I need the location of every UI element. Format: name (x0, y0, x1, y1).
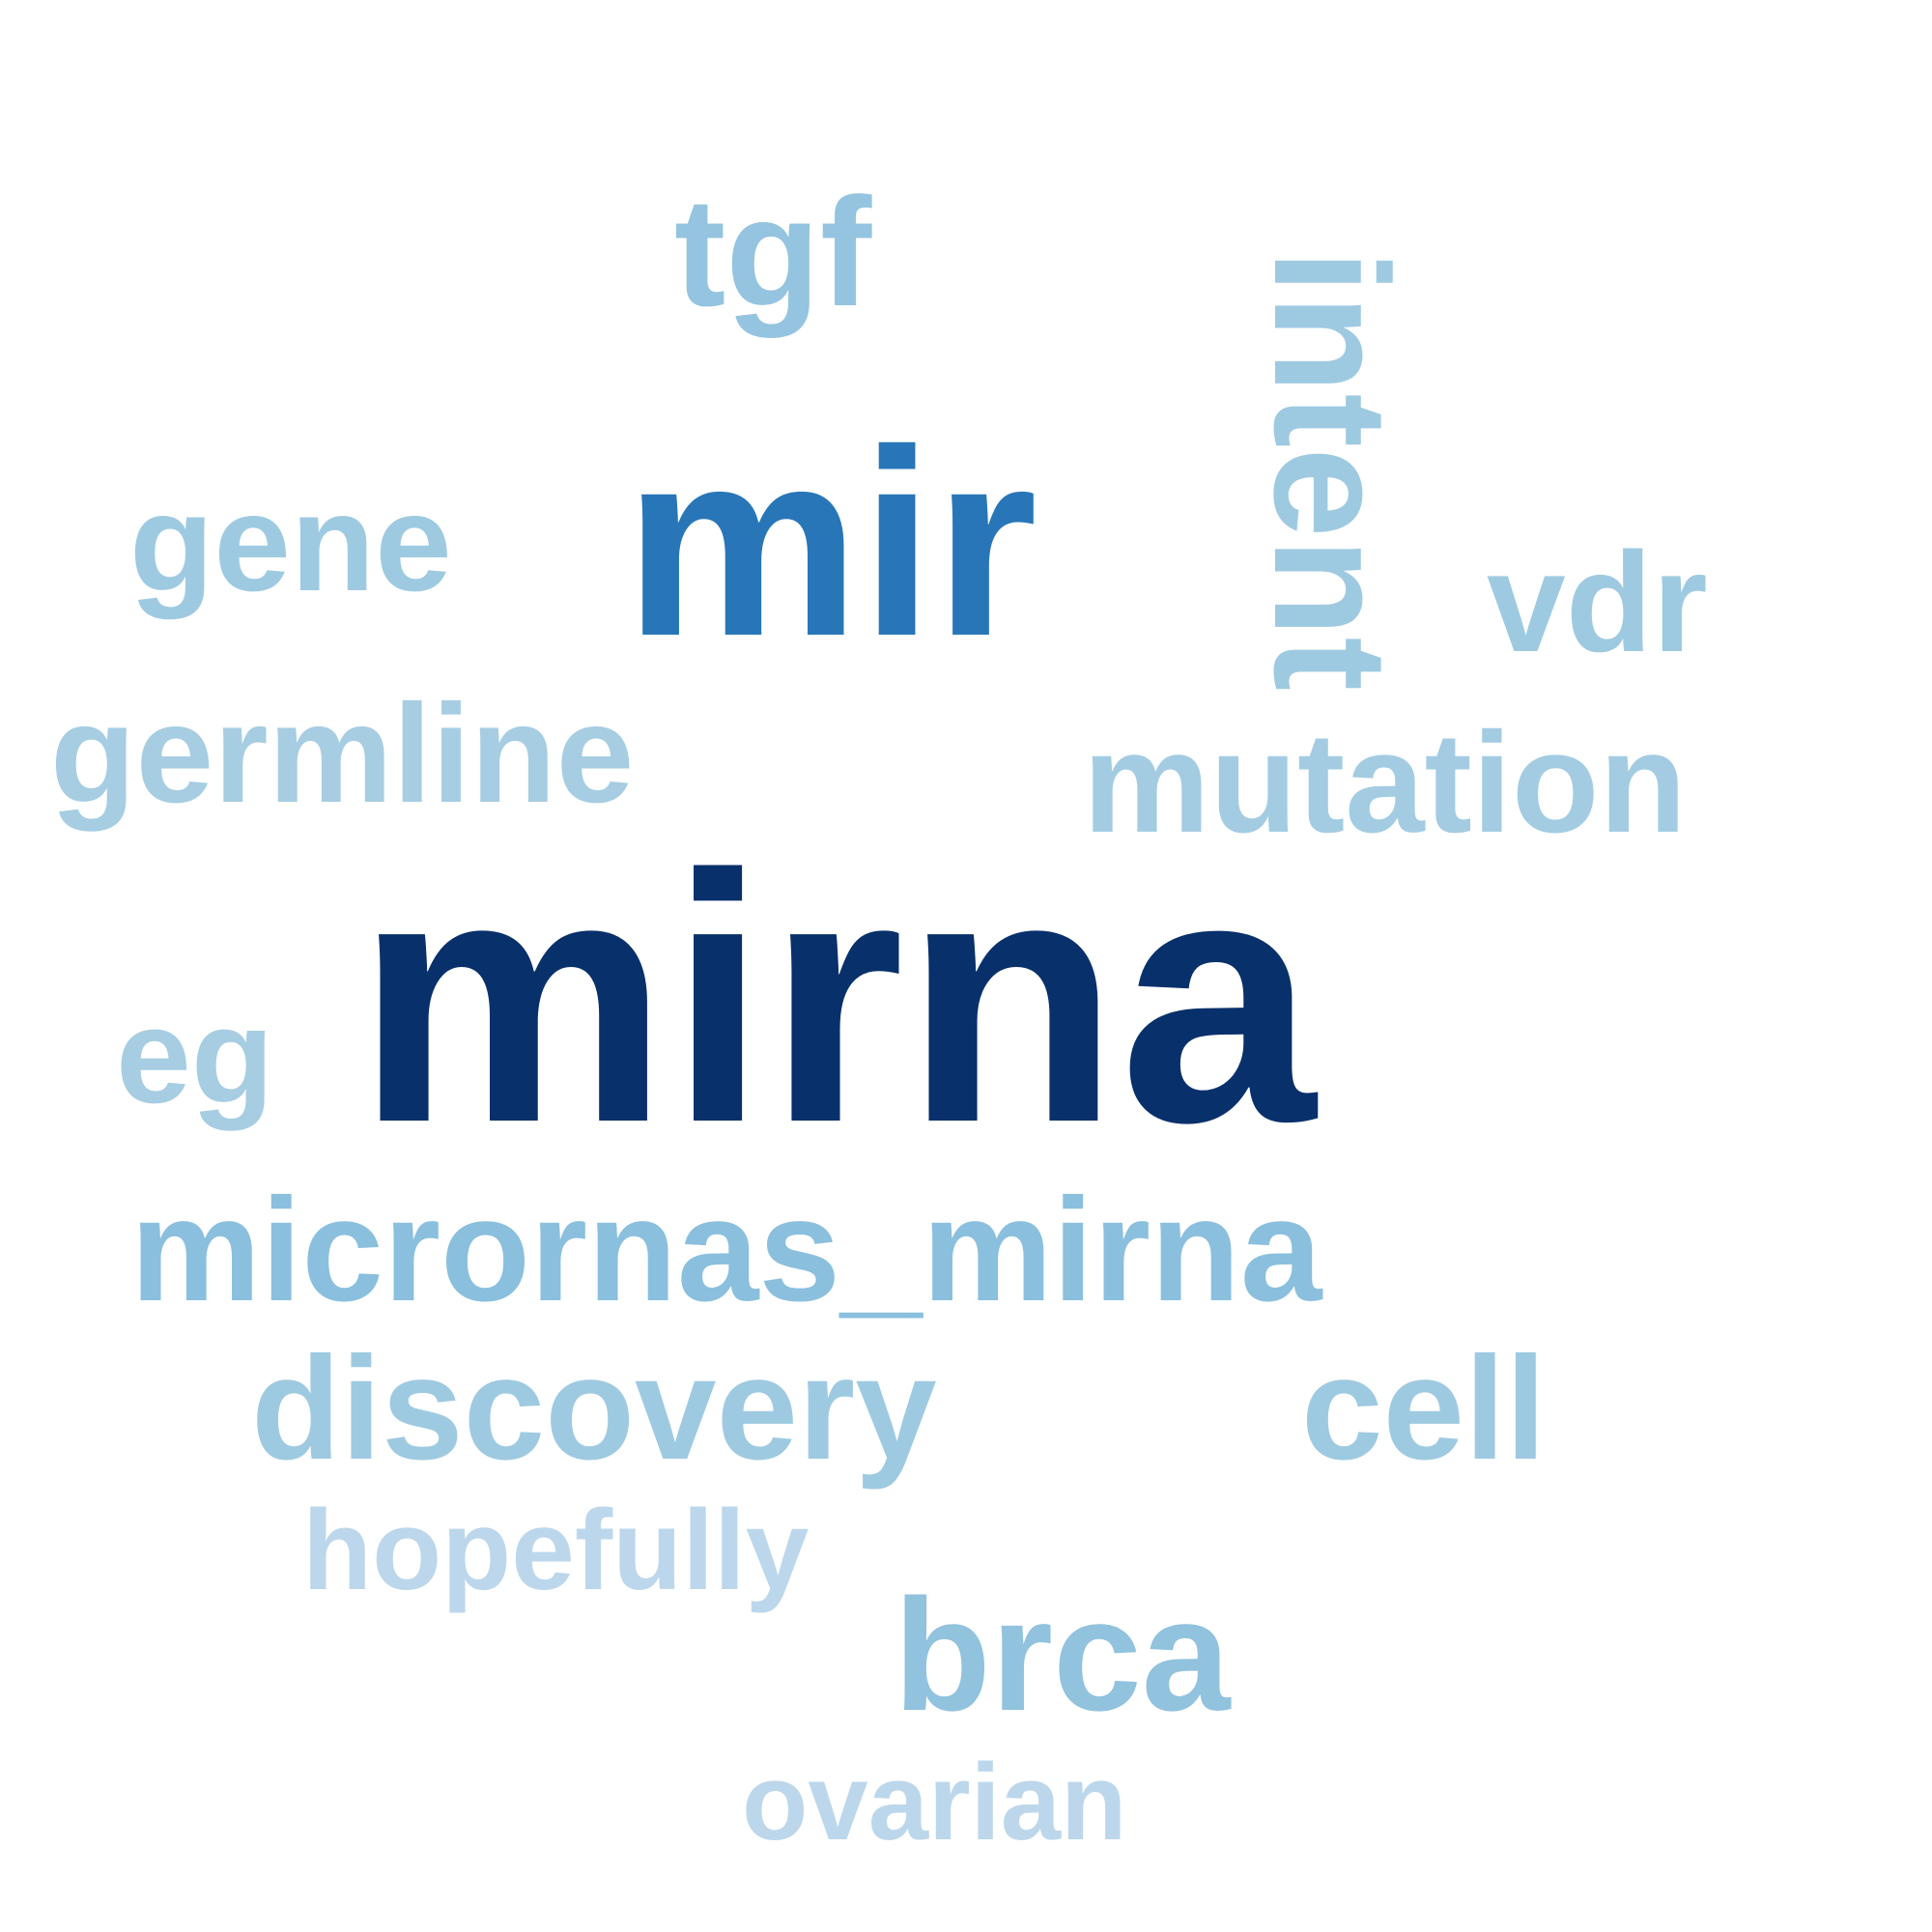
word-mutation: mutation (1083, 703, 1687, 863)
word-micrornas-mirna: micrornas_mirna (130, 1168, 1322, 1332)
word-tgf: tgf (674, 165, 872, 338)
word-intent: intent (1240, 249, 1422, 692)
word-brca: brca (894, 1566, 1231, 1744)
word-hopefully: hopefully (302, 1487, 810, 1614)
word-gene: gene (129, 467, 452, 620)
word-vdr: vdr (1487, 524, 1708, 682)
word-cell: cell (1301, 1326, 1547, 1491)
word-mir: mir (624, 395, 1037, 692)
word-germline: germline (50, 675, 635, 832)
word-mirna: mirna (355, 803, 1316, 1196)
word-ovarian: ovarian (742, 1742, 1127, 1862)
word-discovery: discovery (251, 1326, 937, 1491)
word-eg: eg (116, 980, 274, 1131)
